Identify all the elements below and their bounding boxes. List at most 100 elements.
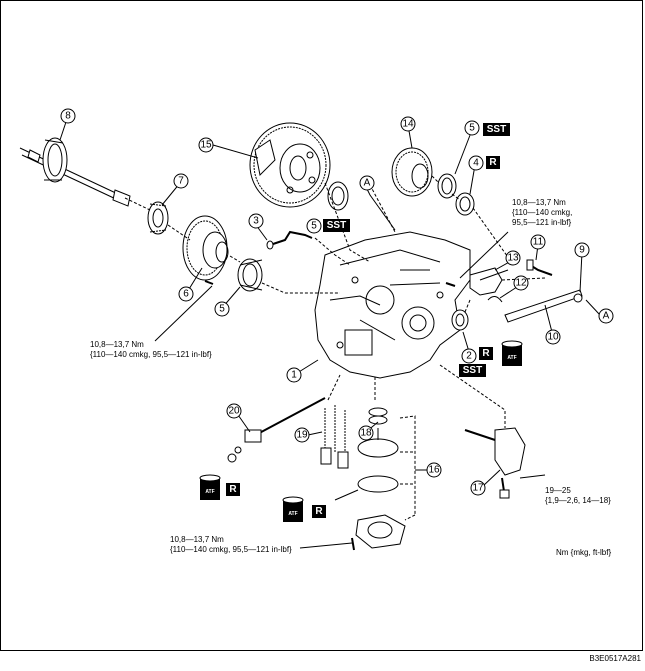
svg-text:R: R <box>489 157 497 168</box>
svg-text:6: 6 <box>183 289 189 300</box>
callout-17: 17 <box>470 480 486 496</box>
svg-text:5: 5 <box>219 304 225 315</box>
svg-text:19: 19 <box>296 430 308 441</box>
svg-text:SST: SST <box>327 220 346 231</box>
torque-spec-upper-right: 10,8—13,7 Nm {110—140 cmkg, 95,5—121 in-… <box>512 198 573 227</box>
svg-text:3: 3 <box>253 216 259 227</box>
small-bolt-left <box>204 280 214 285</box>
callout-6: 6 <box>178 286 194 302</box>
torque-spec-bottom: 10,8—13,7 Nm {110—140 cmkg, 95,5—121 in-… <box>170 535 292 554</box>
callout-14: 14 <box>400 116 416 132</box>
badge-sst-mid: SST <box>323 219 350 232</box>
part-20-sensor <box>227 397 326 463</box>
callout-ref-A2: A <box>598 308 614 324</box>
callout-1: 1 <box>286 367 302 383</box>
svg-text:ATF: ATF <box>205 489 214 495</box>
callout-18: 18 <box>358 425 374 441</box>
badge-sst-low: SST <box>459 364 486 377</box>
part-12-clip <box>487 296 503 303</box>
svg-text:4: 4 <box>473 158 479 169</box>
svg-text:A: A <box>364 178 371 189</box>
svg-text:2: 2 <box>466 351 472 362</box>
small-bolt-upper <box>445 282 456 287</box>
callout-10: 10 <box>545 329 561 345</box>
svg-text:5: 5 <box>311 221 317 232</box>
part-15-differential <box>249 122 331 208</box>
svg-text:15: 15 <box>200 140 212 151</box>
svg-text:17: 17 <box>472 483 484 494</box>
callout-15: 15 <box>198 137 214 153</box>
atf-can-left-icon: ATF <box>199 474 221 500</box>
badge-r-mid: R <box>479 347 493 360</box>
part-10-lever <box>504 289 583 323</box>
callout-19: 19 <box>294 427 310 443</box>
leader-lines <box>124 175 546 521</box>
callout-2: 2 <box>461 348 477 364</box>
callout-7: 7 <box>173 173 189 189</box>
callout-4: 4 <box>468 155 484 171</box>
diagram-frame <box>0 0 643 651</box>
svg-text:R: R <box>315 506 323 517</box>
figure-id: B3E0517A281 <box>589 654 641 663</box>
svg-text:9: 9 <box>579 245 585 256</box>
svg-text:10: 10 <box>547 332 559 343</box>
part-3-pipe <box>266 230 313 250</box>
part-16-cover <box>351 514 406 551</box>
torque-spec-mid-left: 10,8—13,7 Nm {110—140 cmkg, 95,5—121 in-… <box>90 340 212 359</box>
callout-5b: 5 <box>306 218 322 234</box>
callouts: 8 7 15 3 6 5 5 A 14 5 4 11 9 13 12 10 A … <box>60 108 614 496</box>
svg-text:1: 1 <box>291 370 297 381</box>
svg-text:16: 16 <box>428 465 440 476</box>
badge-r-left: R <box>226 483 240 496</box>
callout-8: 8 <box>60 108 76 124</box>
svg-text:SST: SST <box>487 124 506 135</box>
part-6-gear <box>182 215 229 281</box>
atf-can-center-icon: ATF <box>282 496 304 522</box>
part-19-springs <box>320 405 349 469</box>
svg-text:5: 5 <box>469 123 475 134</box>
svg-text:20: 20 <box>228 406 240 417</box>
part-7-gear <box>147 201 169 235</box>
callout-5c: 5 <box>464 120 480 136</box>
svg-text:18: 18 <box>360 428 372 439</box>
badge-r-center: R <box>312 505 326 518</box>
badge-sst-top: SST <box>483 123 510 136</box>
callout-3: 3 <box>248 213 264 229</box>
svg-text:12: 12 <box>515 278 527 289</box>
part-14-gear <box>391 147 433 197</box>
part-11-bolt <box>526 259 553 276</box>
svg-text:14: 14 <box>402 119 414 130</box>
part-5-bearing-mid <box>327 181 349 211</box>
badges: SST R SST R SST R R <box>226 123 510 518</box>
svg-text:11: 11 <box>533 237 544 248</box>
callout-12: 12 <box>513 275 529 291</box>
part-9-nut <box>573 293 583 303</box>
part-13-bracket <box>469 267 503 296</box>
svg-text:R: R <box>482 348 490 359</box>
o-ring <box>357 475 399 493</box>
callout-16: 16 <box>426 462 442 478</box>
callout-9: 9 <box>574 242 590 258</box>
atf-can-right-icon: ATF <box>501 340 523 366</box>
part-5-bearing-left <box>237 258 263 292</box>
callout-20: 20 <box>226 403 242 419</box>
units-label: Nm {mkg, ft-lbf} <box>556 548 612 557</box>
svg-text:ATF: ATF <box>507 355 516 361</box>
svg-text:13: 13 <box>507 253 519 264</box>
svg-text:A: A <box>603 311 610 322</box>
callout-11: 11 <box>530 234 546 250</box>
torque-spec-right-small: 19—25 {1,9—2,6, 14—18} <box>545 486 611 505</box>
transaxle-case <box>314 231 471 379</box>
svg-text:8: 8 <box>65 111 71 122</box>
svg-text:ATF: ATF <box>288 511 297 517</box>
part-17-bracket <box>464 427 526 499</box>
part-4-seal <box>455 192 475 216</box>
callout-ref-A1: A <box>359 175 375 191</box>
part-18-spring <box>357 407 399 458</box>
svg-text:SST: SST <box>463 365 482 376</box>
svg-text:7: 7 <box>178 176 184 187</box>
part-5-bearing-right <box>437 173 457 199</box>
part-2-seal <box>451 309 469 331</box>
callout-5a: 5 <box>214 301 230 317</box>
